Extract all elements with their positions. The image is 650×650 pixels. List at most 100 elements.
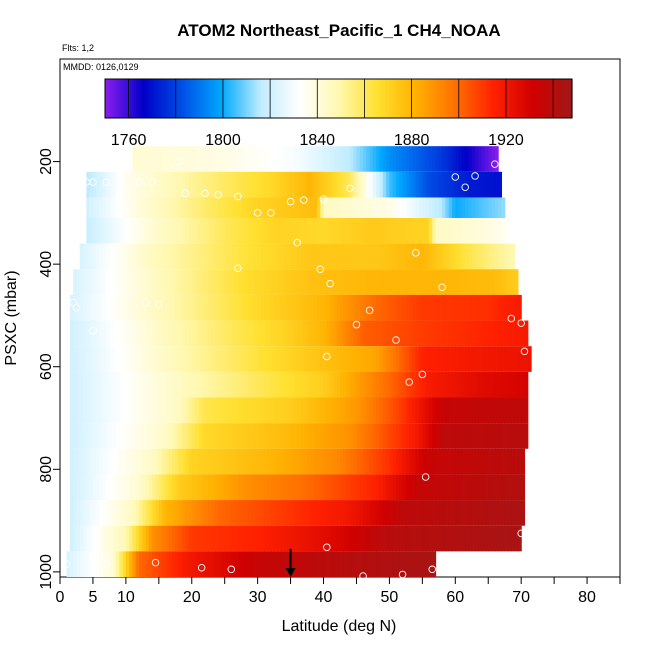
colorbar-cell [138,79,141,118]
heatmap-cell [181,551,186,577]
heatmap-cell [178,371,183,398]
heatmap-cell [181,217,186,244]
heatmap-cell [254,500,259,526]
observation-point [286,197,295,206]
heatmap-cell [442,294,447,321]
heatmap-cell [491,197,496,218]
colorbar-cell [554,79,558,118]
colorbar-cell [346,79,349,118]
colorbar-cell [282,79,285,118]
heatmap-cell [106,346,111,372]
heatmap-cell [514,294,519,321]
heatmap-cell [257,146,262,172]
heatmap-cell [392,197,397,218]
heatmap-cell [237,171,242,198]
heatmap-cell [293,197,298,218]
heatmap-cell [356,146,361,172]
heatmap-cell [109,525,114,552]
colorbar-cell [521,79,524,118]
heatmap-cell [195,243,199,270]
colorbar: 1760 1800 1840 1880 1920 [104,78,573,149]
heatmap-cell [376,371,381,398]
heatmap-cell [422,217,427,244]
heatmap-cell [402,551,407,577]
heatmap-cell [386,500,391,526]
heatmap-cell [412,525,417,552]
heatmap-cell [165,269,170,295]
heatmap-cell [494,217,499,244]
heatmap-cell [392,397,397,424]
heatmap-cell [458,217,463,244]
heatmap-cell [125,525,130,552]
heatmap-cell [145,397,150,424]
heatmap-cell [152,346,157,372]
heatmap-cell [234,474,239,501]
heatmap-cell [508,500,512,526]
heatmap-cell [218,320,223,347]
heatmap-cell [340,320,344,347]
colorbar-cell [200,79,203,118]
heatmap-cell [372,525,377,552]
heatmap-cell [155,294,160,321]
heatmap-cell [402,243,407,270]
heatmap-cell [438,371,443,398]
heatmap-cell [455,197,460,218]
heatmap-cell [224,500,229,526]
heatmap-cell [204,171,209,198]
heatmap-cell [356,217,361,244]
heatmap-cell [452,269,456,295]
colorbar-cell [210,79,213,118]
colorbar-cell [482,79,486,118]
heatmap-cell [175,500,180,526]
heatmap-cell [303,500,308,526]
heatmap-cell [333,525,338,552]
heatmap-cell [363,474,367,501]
heatmap-cell [313,346,318,372]
heatmap-cell [293,397,298,424]
heatmap-cell [204,423,209,449]
heatmap-cell [300,217,305,244]
heatmap-cell [257,397,262,424]
heatmap-cell [336,294,341,321]
heatmap-cell [221,217,226,244]
heatmap-cell [277,397,282,424]
heatmap-cell [435,320,440,347]
heatmap-cell [455,217,460,244]
heatmap-cell [498,217,503,244]
heatmap-cell [175,243,180,270]
heatmap-cell [415,500,420,526]
heatmap-cell [356,197,361,218]
heatmap-cell [399,294,404,321]
heatmap-cell [208,146,213,172]
heatmap-cell [132,346,137,372]
heatmap-cell [185,551,190,577]
heatmap-cell [320,551,325,577]
colorbar-cell [141,79,145,118]
heatmap-cell [109,500,114,526]
heatmap-cell [458,474,463,501]
heatmap-cell [228,397,232,424]
heatmap-cell [92,423,97,449]
heatmap-cell [402,171,407,198]
colorbar-cell [229,79,233,118]
heatmap-cell [326,551,331,577]
heatmap-cell [99,243,104,270]
heatmap-cell [396,243,400,270]
heatmap-cell [73,525,78,552]
heatmap-cell [92,294,97,321]
colorbar-cell [519,79,523,118]
heatmap-cell [346,397,351,424]
heatmap-cell [290,397,295,424]
heatmap-cell [412,474,417,501]
heatmap-cell [343,371,348,398]
heatmap-cell [181,525,186,552]
y-tick-label: 400 [38,251,55,278]
heatmap-cell [491,448,496,475]
heatmap-cell [376,397,381,424]
heatmap-cell [162,371,167,398]
heatmap-cell [353,474,358,501]
heatmap-cell [517,525,522,552]
heatmap-cell [438,397,443,424]
heatmap-cell [109,269,114,295]
observation-point [234,264,242,273]
